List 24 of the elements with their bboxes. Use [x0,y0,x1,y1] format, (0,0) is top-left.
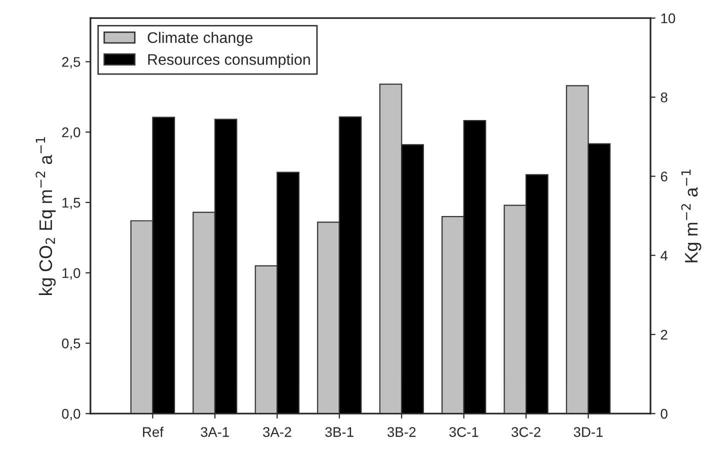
legend-label: Resources consumption [148,54,310,68]
x-tick-label: 3C-1 [449,427,478,437]
x-tick-label: 3D-1 [574,427,603,437]
y-tick-label: 2,0 [62,127,80,139]
y-tick-label: 1,5 [62,198,80,210]
x-tick-label: 3A-2 [263,427,292,437]
y2-tick-label: 0 [660,408,668,419]
x-tick-label: 3A-1 [200,427,229,437]
y-tick-label: 0,5 [62,338,80,350]
y-axis-title: kg CO$_{2}$ Eq m$^{−2}$ a$^{−1}$ [36,137,56,295]
x-tick-label: 3C-2 [512,427,540,437]
legend-label: Climate change [148,32,252,46]
y-tick-label: 0,0 [62,408,80,420]
y2-tick-label: 4 [660,250,668,260]
y-tick-label: 2,5 [62,57,80,69]
x-tick-label: 3B-2 [387,427,416,437]
x-tick-label: Ref [143,426,164,437]
y2-tick-label: 6 [660,172,668,182]
x-tick-label: 3B-1 [325,427,354,437]
y2-tick-label: 8 [660,92,668,102]
y2-tick-label: 10 [661,13,676,24]
y2-tick-label: 2 [660,330,668,340]
y-tick-label: 1,0 [62,268,80,280]
y2-axis-title: Kg m$^{−2}$ a$^{−1}$ [681,170,702,262]
